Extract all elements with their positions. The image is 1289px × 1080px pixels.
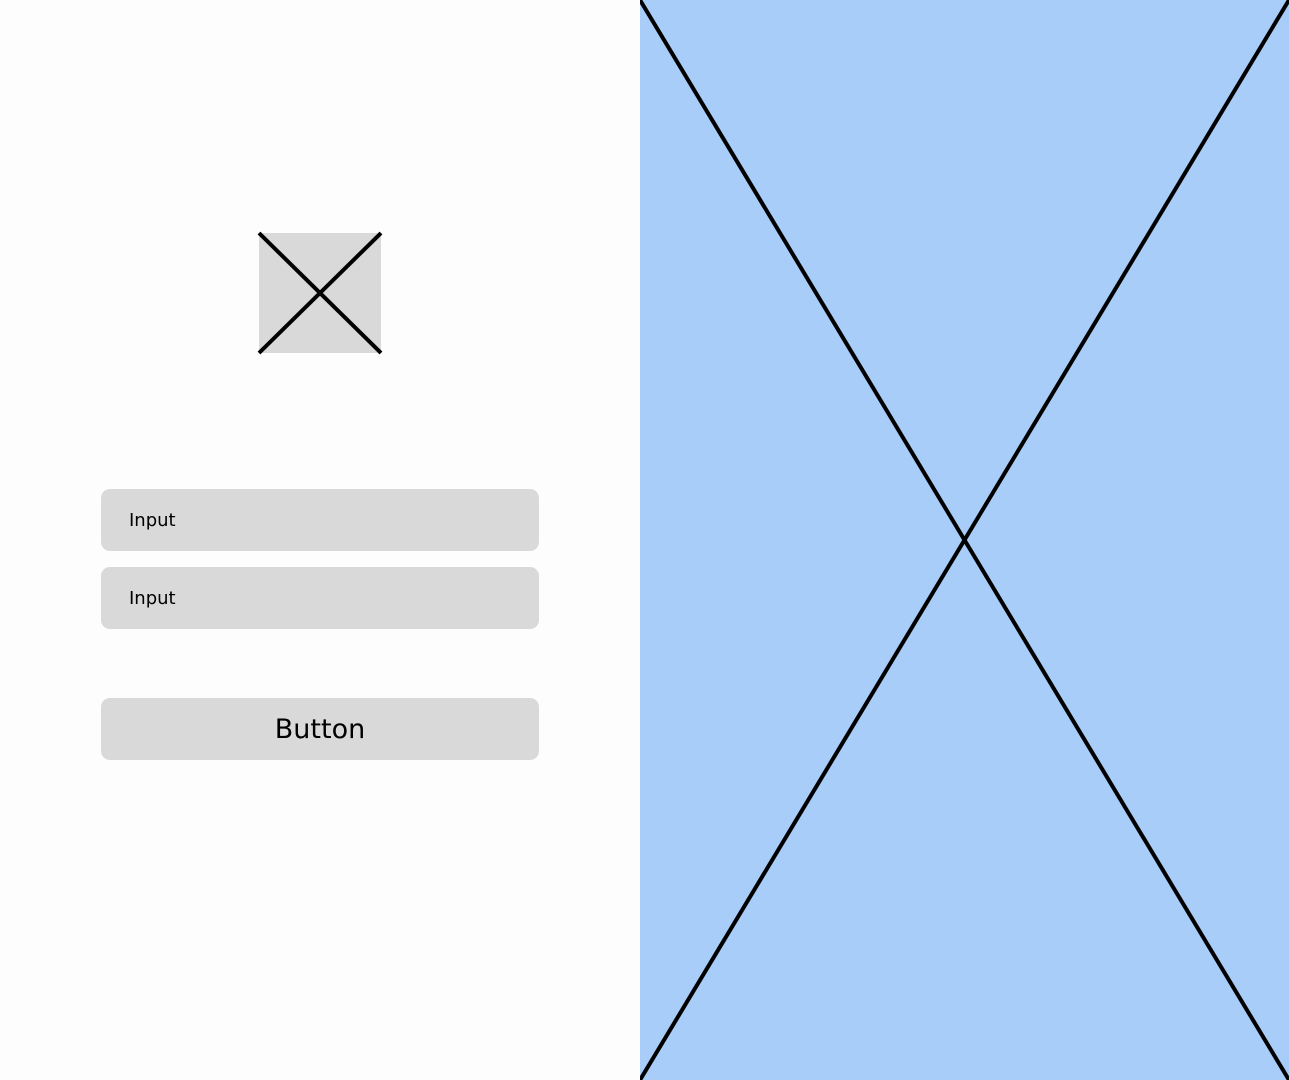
input-field-1-placeholder: Input bbox=[129, 509, 176, 531]
logo-image-placeholder bbox=[257, 231, 383, 355]
form-panel: Input Input Button bbox=[0, 0, 640, 1080]
submit-button[interactable]: Button bbox=[101, 698, 539, 760]
input-field-2[interactable]: Input bbox=[101, 567, 539, 629]
hero-image-placeholder bbox=[640, 0, 1289, 1080]
input-field-1[interactable]: Input bbox=[101, 489, 539, 551]
image-placeholder-icon bbox=[257, 231, 383, 355]
hero-placeholder-icon bbox=[640, 0, 1289, 1080]
input-field-2-placeholder: Input bbox=[129, 587, 176, 609]
submit-button-label: Button bbox=[274, 713, 366, 745]
